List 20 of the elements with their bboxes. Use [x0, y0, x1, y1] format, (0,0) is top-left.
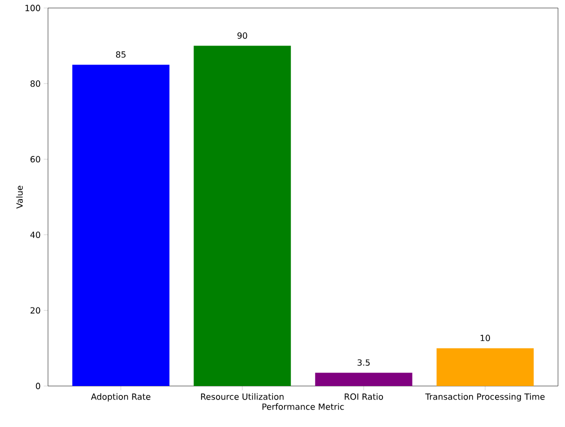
- y-tick-label: 100: [26, 4, 40, 12]
- y-axis-title: Value: [16, 186, 23, 209]
- x-tick-label: Transaction Processing Time: [425, 393, 545, 402]
- bar: [194, 46, 291, 386]
- bar: [315, 372, 412, 386]
- bar: [436, 348, 534, 386]
- x-axis-title: Performance Metric: [262, 403, 344, 410]
- data-label: 85: [116, 51, 126, 58]
- x-tick-label: Adoption Rate: [90, 393, 150, 402]
- data-label: 10: [480, 334, 490, 342]
- data-label: 90: [237, 32, 248, 39]
- y-tick-label: 40: [30, 232, 40, 238]
- data-label: 3.5: [358, 359, 370, 366]
- y-tick-label: 80: [30, 80, 40, 87]
- y-tick-label: 60: [30, 156, 40, 162]
- y-tick-label: 20: [30, 307, 40, 314]
- x-tick-label: ROI Ratio: [344, 393, 384, 400]
- y-tick-label: 0: [36, 382, 40, 390]
- x-tick-label: Resource Utilization: [201, 393, 284, 400]
- bar: [72, 64, 170, 386]
